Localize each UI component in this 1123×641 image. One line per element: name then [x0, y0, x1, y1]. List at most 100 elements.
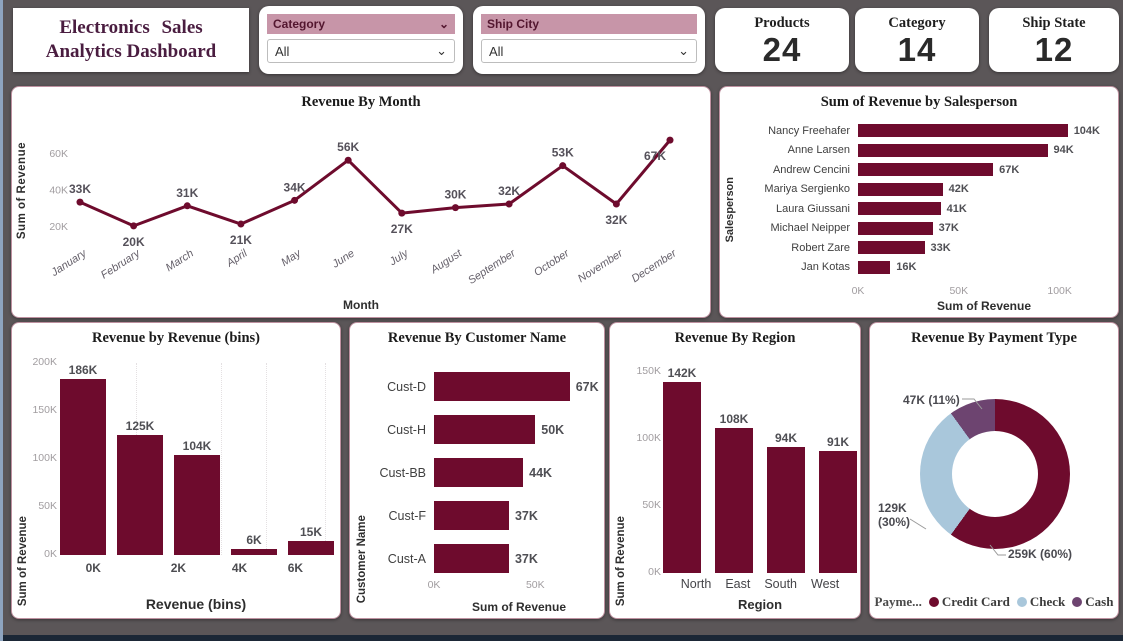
data-label: 32K: [498, 184, 520, 198]
bar[interactable]: [60, 379, 106, 555]
data-point[interactable]: [559, 162, 567, 170]
bar[interactable]: [858, 124, 1068, 138]
y-tick: 100K: [32, 452, 57, 464]
bar[interactable]: [858, 163, 994, 177]
data-point[interactable]: [398, 209, 406, 217]
bar-value-label: 16K: [896, 261, 917, 274]
slicer-ship-city: Ship City All ⌄: [473, 6, 705, 74]
kpi-products-value: 24: [762, 30, 802, 68]
bar-category-label: Laura Giussani: [776, 202, 850, 215]
chart-revenue-by-bins: Revenue by Revenue (bins) Sum of Revenue…: [11, 322, 341, 619]
chart-title: Revenue By Region: [674, 330, 796, 346]
bar[interactable]: [434, 415, 536, 444]
bar[interactable]: [231, 549, 277, 555]
data-point[interactable]: [612, 200, 620, 208]
bar[interactable]: [858, 182, 943, 196]
data-point[interactable]: [237, 220, 245, 228]
bar-value-label: 37K: [514, 508, 538, 523]
bar[interactable]: [663, 382, 701, 573]
x-tick: 50K: [525, 579, 545, 591]
slicer-category-value: All: [275, 43, 290, 59]
data-point[interactable]: [291, 196, 299, 204]
line-plot[interactable]: 20K 40K 60K 33K 20K 31K 21K 34K 56K 27K 30K 32K 53K 3…: [22, 115, 700, 293]
bar[interactable]: [117, 435, 163, 555]
bar-category-label: Nancy Freehafer: [768, 124, 850, 137]
bar-value-label: 94K: [1053, 144, 1074, 157]
bar-plot: Nancy Freehafer 104K Anne Larsen 94K Andrew …: [736, 121, 1106, 277]
bar[interactable]: [434, 544, 509, 573]
data-point[interactable]: [666, 136, 674, 144]
legend-item-credit-card[interactable]: Credit Card: [928, 594, 1010, 610]
data-label: 56K: [337, 140, 359, 154]
data-label: 53K: [552, 146, 574, 160]
x-tick-month: August: [428, 247, 465, 277]
chart-revenue-by-customer: Revenue By Customer Name Customer Name C…: [349, 322, 605, 619]
kpi-category-label: Category: [888, 14, 946, 31]
slicer-ship-city-dropdown[interactable]: All ⌄: [481, 39, 697, 63]
x-axis: 0K 50K: [428, 579, 592, 592]
bar-value-label: 104K: [1073, 124, 1100, 137]
bar-value-label: 94K: [774, 430, 797, 445]
bar[interactable]: [858, 260, 891, 274]
legend: Payme... Credit Card Check Cash: [870, 594, 1118, 610]
x-tick-category: West: [811, 577, 840, 591]
x-axis: 0K 2K 4K 6K: [64, 561, 330, 575]
x-tick-month: December: [630, 247, 680, 285]
legend-dot: [1016, 597, 1027, 607]
bar[interactable]: [858, 202, 941, 216]
legend-item-check[interactable]: Check: [1016, 594, 1065, 610]
data-point[interactable]: [344, 156, 352, 164]
bar[interactable]: [858, 221, 933, 235]
bar-value-label: 186K: [68, 363, 98, 377]
chart-title: Revenue by Revenue (bins): [92, 330, 260, 346]
chart-title: Sum of Revenue by Salesperson: [820, 94, 1018, 110]
data-label: 32K: [605, 213, 627, 227]
bar[interactable]: [434, 372, 570, 401]
window-bottom-edge: [3, 635, 1123, 641]
x-axis-title: Region: [737, 597, 783, 612]
bar[interactable]: [434, 458, 524, 487]
bar[interactable]: [434, 501, 509, 530]
chevron-down-icon[interactable]: ⌄: [438, 17, 449, 31]
bar-track: 94K: [858, 141, 1106, 161]
slicer-ship-city-value: All: [489, 43, 504, 59]
y-tick: 50K: [642, 498, 661, 511]
data-point[interactable]: [505, 200, 513, 208]
chart-revenue-by-payment-type: Revenue By Payment Type 47K (11%) 129K (…: [869, 322, 1119, 619]
slicer-ship-city-header[interactable]: Ship City: [481, 14, 697, 34]
bar-plot: 0K 50K 100K 150K 142K 108K 94K 91K: [636, 365, 857, 578]
x-axis-title: Revenue (bins): [145, 596, 247, 612]
slicer-category-header[interactable]: Category ⌄: [267, 14, 455, 34]
bar-row: Laura Giussani 41K: [736, 199, 1106, 219]
bar[interactable]: [819, 450, 857, 573]
bar-value-label: 50K: [541, 422, 565, 437]
x-tick: 0K: [427, 579, 441, 591]
data-point[interactable]: [76, 198, 84, 206]
data-point[interactable]: [130, 222, 138, 230]
bar-track: 37K: [434, 494, 592, 537]
legend-item-cash[interactable]: Cash: [1072, 594, 1113, 610]
bar[interactable]: [288, 540, 334, 555]
bar-track: 16K: [858, 258, 1106, 278]
y-tick: 200K: [32, 356, 57, 368]
line-series[interactable]: [79, 139, 672, 228]
data-point[interactable]: [183, 202, 191, 210]
bar-category-label: Cust-BB: [379, 465, 426, 480]
bar-column: 6K: [231, 363, 277, 555]
bar-row: Anne Larsen 94K: [736, 141, 1106, 161]
y-axis-title: Sum of Revenue: [17, 515, 29, 606]
bar[interactable]: [174, 455, 220, 555]
data-point[interactable]: [451, 204, 459, 212]
bar[interactable]: [767, 446, 805, 573]
bar-column: 142K: [663, 365, 701, 573]
legend-label: Cash: [1085, 594, 1114, 609]
bar[interactable]: [715, 428, 753, 573]
x-tick: 0K: [851, 285, 865, 297]
slicer-category-dropdown[interactable]: All ⌄: [267, 39, 455, 63]
bar[interactable]: [858, 241, 925, 255]
bar-value-label: 108K: [719, 412, 749, 427]
kpi-ship-state: Ship State 12: [989, 8, 1119, 72]
bar[interactable]: [858, 143, 1048, 157]
x-tick-month: February: [99, 247, 144, 282]
donut-chart[interactable]: [920, 399, 1070, 549]
